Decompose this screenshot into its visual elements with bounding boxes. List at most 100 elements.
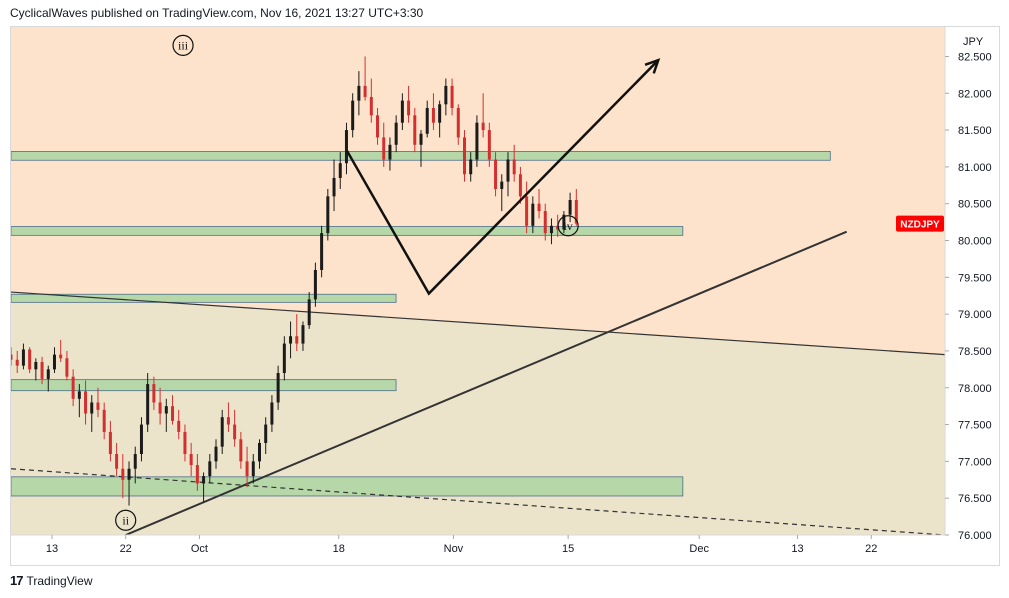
candle-body <box>46 369 50 379</box>
time-tick-label: 13 <box>791 543 803 555</box>
time-axis[interactable]: 13 22 Oct 18 Nov 15 Dec 13 22 <box>11 534 945 555</box>
candle-body <box>295 336 299 344</box>
wave-projection <box>345 58 661 296</box>
projection-path <box>345 59 660 296</box>
candle-body <box>419 133 423 145</box>
candle-body <box>28 349 32 370</box>
candle-body <box>96 402 100 410</box>
wave-label-text: iii <box>178 38 189 52</box>
wave-label-circle <box>172 34 194 57</box>
footer: 17 TradingView <box>10 573 93 588</box>
candle-body <box>394 122 398 145</box>
candle-body <box>344 130 348 164</box>
candle-body <box>332 177 336 197</box>
candle-body <box>245 461 249 477</box>
price-tick-label: 79.500 <box>958 272 992 284</box>
candle-body <box>257 442 261 462</box>
candle-body <box>537 203 541 212</box>
price-tag-label: NZDJPY <box>900 220 940 231</box>
time-tick-label: 18 <box>333 543 345 555</box>
footer-brand: TradingView <box>26 573 93 588</box>
candle-body <box>52 354 56 370</box>
candle-body <box>289 336 293 344</box>
candle-body <box>518 174 522 197</box>
candle-body <box>90 402 94 414</box>
candle-body <box>270 402 274 425</box>
candle-body <box>351 100 355 131</box>
candle-body <box>133 454 137 469</box>
chart-frame[interactable] <box>10 26 1000 566</box>
tradingview-logo-icon: 17 <box>10 573 24 588</box>
candle-body <box>313 269 317 300</box>
price-axis[interactable]: 82.500 82.000 81.500 81.000 80.500 80.000 79.5… <box>896 27 992 542</box>
lower-dashed-trendline <box>11 468 945 535</box>
time-tick-label: Dec <box>689 543 709 555</box>
candle-body <box>512 159 516 175</box>
candlestick-series <box>11 56 578 506</box>
candle-body <box>208 461 212 477</box>
candle-body <box>469 159 473 175</box>
candle-body <box>556 225 560 230</box>
candle-body <box>301 325 305 344</box>
zone-76 <box>11 476 684 497</box>
candle-body <box>177 420 181 432</box>
candle-body <box>500 181 504 189</box>
candle-body <box>326 196 330 234</box>
price-tick-label: 82.500 <box>958 51 992 63</box>
candle-body <box>475 122 479 160</box>
time-tick-label: 22 <box>865 543 877 555</box>
candle-body <box>543 211 547 234</box>
candle-body <box>431 107 435 123</box>
candle-body <box>562 214 566 230</box>
price-tick-label: 78.000 <box>958 383 992 395</box>
candle-body <box>531 203 535 226</box>
price-tick-label: 82.000 <box>958 88 992 100</box>
zone-80 <box>11 226 684 236</box>
candle-body <box>388 144 392 160</box>
candle-body <box>59 354 63 359</box>
candle-body <box>438 104 442 123</box>
time-tick-label: Nov <box>444 543 464 555</box>
candle-body <box>15 359 19 366</box>
candle-body <box>264 424 268 443</box>
candle-body <box>568 200 572 215</box>
candle-body <box>338 163 342 178</box>
price-tick-label: 81.500 <box>958 125 992 137</box>
candle-body <box>233 424 237 440</box>
candle-body <box>382 137 386 160</box>
candle-body <box>108 431 112 455</box>
candle-body <box>450 85 454 108</box>
candle-body <box>481 122 485 131</box>
candle-body <box>11 354 13 360</box>
bg-lower <box>11 292 945 535</box>
price-tick-label: 76.500 <box>958 493 992 505</box>
price-tag <box>896 215 944 232</box>
candle-body <box>139 424 143 455</box>
price-tick-label: 77.000 <box>958 456 992 468</box>
candle-body <box>251 461 255 477</box>
candle-body <box>226 417 230 425</box>
support-trendline <box>125 230 848 535</box>
upper-trendline <box>11 291 945 356</box>
trendlines <box>11 230 945 535</box>
wave-label-circle <box>115 509 137 531</box>
price-tick-label: 80.500 <box>958 199 992 211</box>
candle-body <box>127 468 131 480</box>
candle-body <box>40 361 44 379</box>
candle-body <box>152 384 156 403</box>
candle-body <box>413 115 417 145</box>
candle-body <box>506 159 510 182</box>
candle-body <box>71 376 75 399</box>
time-tick-label: Oct <box>191 543 208 555</box>
price-tick-label: 80.000 <box>958 236 992 248</box>
candle-body <box>121 468 125 480</box>
candle-body <box>84 391 88 414</box>
wave-label-circle <box>557 215 579 237</box>
candle-body <box>282 343 286 374</box>
price-tick-label: 78.500 <box>958 346 992 358</box>
candle-body <box>164 406 168 414</box>
price-tick-label: 81.000 <box>958 162 992 174</box>
candle-body <box>444 85 448 105</box>
